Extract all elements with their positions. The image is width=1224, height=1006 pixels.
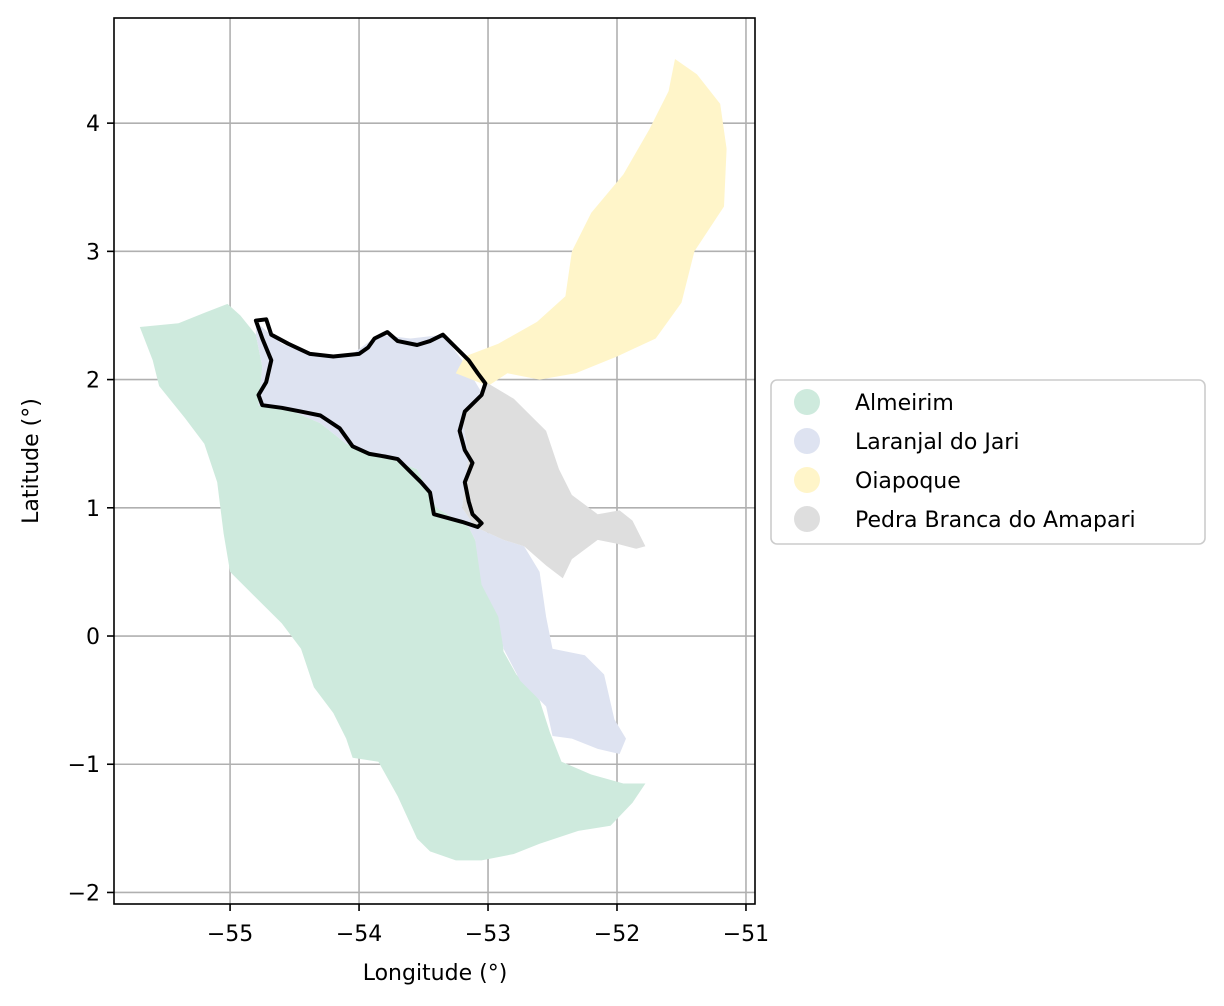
region-almeirim (139, 303, 646, 861)
highlighted-outline (253, 317, 488, 529)
y-tick-label: 4 (86, 112, 100, 137)
legend: Almeirim Laranjal do Jari Oiapoque Pedra Br… (770, 379, 1206, 545)
x-tick-label: −55 (207, 922, 253, 947)
legend-label-oiapoque: Oiapoque (855, 469, 961, 494)
legend-marker-oiapoque (794, 467, 820, 493)
y-tick-label: 3 (86, 240, 100, 265)
region-oiapoque (455, 59, 727, 386)
y-tick-label: 2 (86, 369, 100, 394)
x-tick-label: −52 (594, 922, 640, 947)
y-tick-label: 1 (86, 497, 100, 522)
y-tick-label: 0 (86, 625, 100, 650)
region-laranjal-do-jari (255, 321, 626, 754)
legend-marker-almeirim (794, 389, 820, 415)
x-tick-label: −54 (336, 922, 382, 947)
x-tick-label: −51 (723, 922, 769, 947)
axis-ticks: −55 −54 −53 −52 −51 −2 −1 0 1 2 3 4 (68, 112, 770, 947)
legend-label-pedra-branca-do-amapari: Pedra Branca do Amapari (855, 508, 1136, 533)
legend-frame (770, 379, 1206, 545)
y-axis-label: Latitude (°) (19, 398, 44, 524)
legend-marker-pedra-branca-do-amapari (794, 506, 820, 532)
y-tick-label: −1 (68, 753, 100, 778)
legend-label-almeirim: Almeirim (855, 391, 954, 416)
legend-marker-laranjal-do-jari (794, 428, 820, 454)
x-tick-label: −53 (465, 922, 511, 947)
outline-layer (253, 317, 488, 529)
legend-label-laranjal-do-jari: Laranjal do Jari (855, 430, 1019, 455)
y-tick-label: −2 (68, 881, 100, 906)
region-pedra-branca-do-amapari (462, 383, 646, 579)
x-axis-label: Longitude (°) (363, 961, 508, 986)
regions (139, 59, 727, 861)
plot-frame (113, 17, 756, 905)
